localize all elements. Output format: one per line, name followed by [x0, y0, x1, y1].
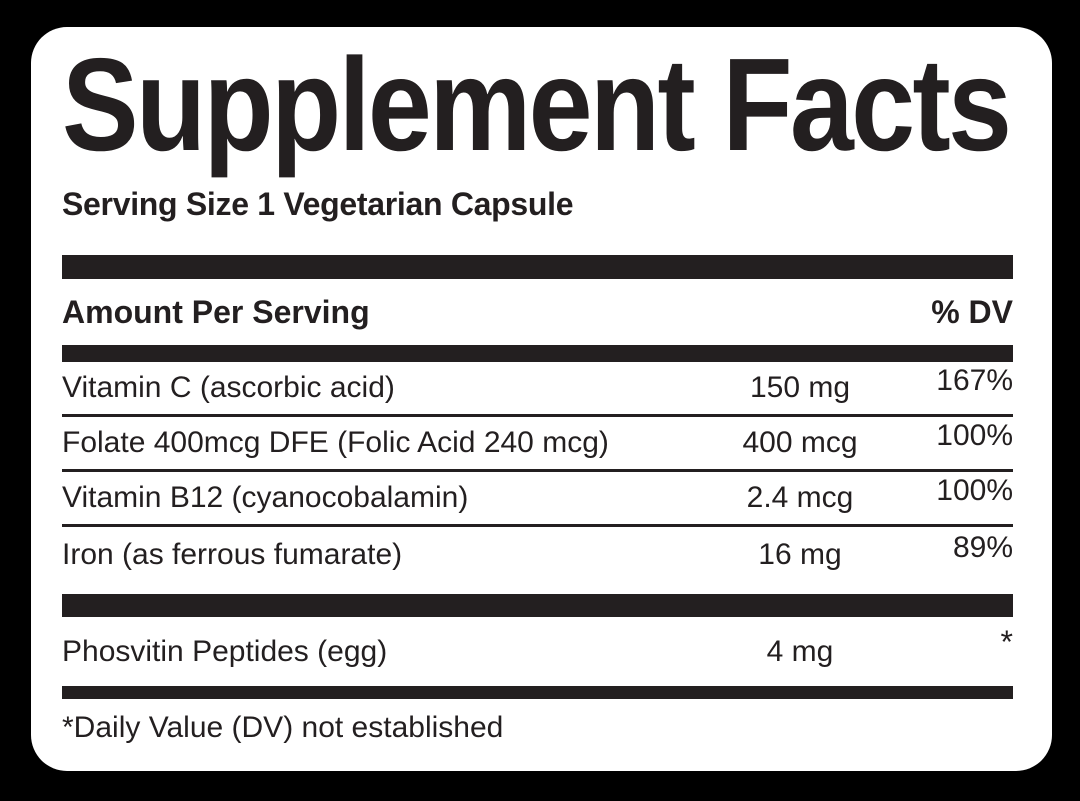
nutrient-amount: 150 mg — [749, 371, 851, 405]
table-row: Vitamin B12 (cyanocobalamin) 2.4 mcg 100… — [62, 472, 1013, 528]
nutrient-dv-asterisk: * — [1000, 624, 1013, 661]
table-row: Folate 400mcg DFE (Folic Acid 240 mcg) 4… — [62, 417, 1013, 473]
supplement-facts-title-text: Supplement Facts — [62, 31, 1012, 178]
nutrient-name: Folate 400mcg DFE (Folic Acid 240 mcg) — [62, 426, 609, 460]
nutrient-dv: 89% — [952, 530, 1013, 564]
thick-divider-middle — [62, 594, 1013, 618]
nutrient-amount: 4 mg — [766, 634, 834, 668]
nutrient-amount: 2.4 mcg — [746, 481, 854, 515]
supplement-facts-title: Supplement Facts — [62, 39, 1013, 171]
table-header-row: Amount Per Serving % DV — [62, 279, 1013, 345]
nutrient-dv: 100% — [936, 419, 1013, 453]
table-row: Iron (as ferrous fumarate) 16 mg 89% — [62, 527, 1013, 582]
medium-divider-header — [62, 345, 1013, 363]
nutrient-dv: 100% — [936, 474, 1013, 508]
nutrient-name: Phosvitin Peptides (egg) — [62, 634, 388, 668]
nutrient-name: Vitamin C (ascorbic acid) — [62, 371, 395, 405]
daily-value-footnote: *Daily Value (DV) not established — [62, 711, 504, 745]
thick-divider-top — [62, 255, 1013, 280]
nutrient-name: Vitamin B12 (cyanocobalamin) — [62, 481, 469, 515]
nutrient-amount: 400 mcg — [742, 426, 858, 460]
nutrient-name: Iron (as ferrous fumarate) — [62, 537, 403, 571]
medium-divider-bottom — [62, 686, 1013, 700]
percent-dv-header: % DV — [931, 293, 1013, 330]
supplement-facts-panel: Supplement Facts Serving Size 1 Vegetari… — [31, 27, 1052, 771]
table-row: Phosvitin Peptides (egg) 4 mg * — [62, 617, 1013, 686]
row-spacer — [62, 582, 1013, 594]
table-row: Vitamin C (ascorbic acid) 150 mg 167% — [62, 362, 1013, 418]
nutrient-dv: 167% — [936, 364, 1013, 398]
nutrient-amount: 16 mg — [758, 537, 842, 571]
serving-size-text: Serving Size 1 Vegetarian Capsule — [62, 186, 574, 222]
amount-per-serving-header: Amount Per Serving — [62, 293, 370, 330]
